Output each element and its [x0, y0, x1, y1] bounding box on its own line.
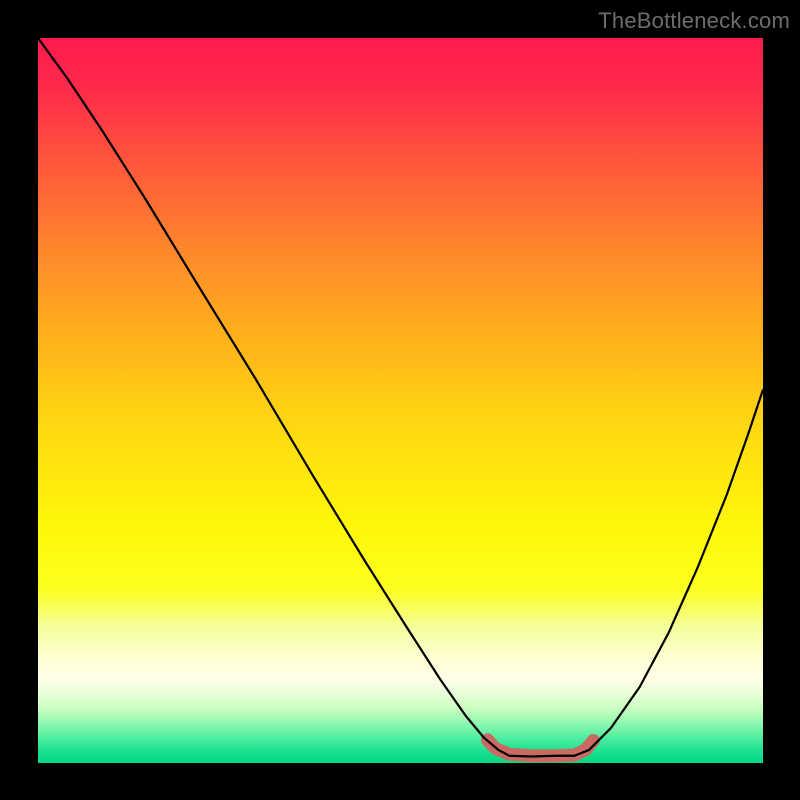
gradient-background — [38, 38, 763, 763]
chart-stage: TheBottleneck.com — [0, 0, 800, 800]
watermark-text: TheBottleneck.com — [598, 8, 790, 34]
plot-svg — [38, 38, 763, 763]
plot-area — [38, 38, 763, 763]
